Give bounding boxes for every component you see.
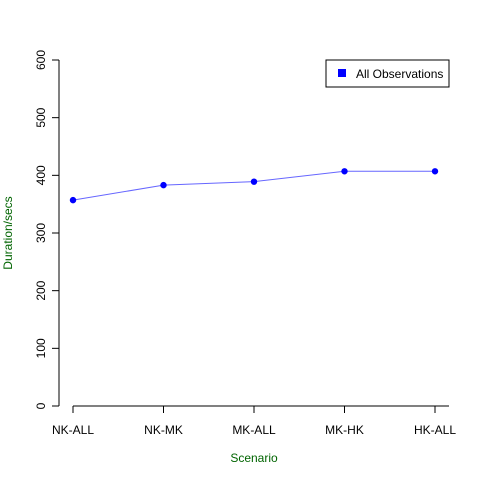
y-axis-title: Duration/secs [1,196,15,269]
series-line [72,170,435,201]
y-tick-label: 100 [34,338,48,358]
x-axis-title: Scenario [230,451,278,465]
y-tick-label: 500 [34,107,48,127]
axes: 0 100 200 300 400 500 600 NK-ALL NK-MK MK-ALL MK-H… [34,50,456,437]
data-point [341,168,348,175]
legend: All Observations [325,59,450,88]
data-point [431,168,439,175]
legend-label: All Observations [356,67,443,81]
legend-swatch [338,69,346,77]
y-tick-label: 300 [34,223,48,243]
y-tick-label: 600 [34,50,48,70]
plot-area [69,168,439,204]
legend-box [325,59,450,88]
x-tick-label: MK-ALL [232,423,276,437]
y-tick-label: 200 [34,280,48,300]
x-tick-label: MK-HK [325,423,364,437]
data-point [69,196,77,204]
x-tick-label: NK-MK [144,423,183,437]
y-tick-label: 0 [34,402,48,409]
x-tick-label: NK-ALL [52,423,94,437]
data-point [160,181,167,189]
data-point [250,178,258,185]
y-tick-label: 400 [34,165,48,185]
x-tick-label: HK-ALL [414,423,456,437]
